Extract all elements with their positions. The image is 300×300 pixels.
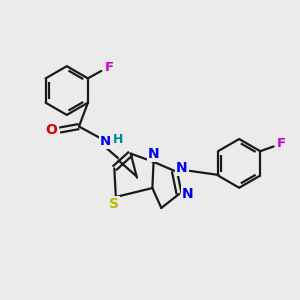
Text: N: N [182, 187, 193, 201]
Text: S: S [109, 196, 119, 211]
Text: N: N [100, 135, 111, 148]
Text: H: H [112, 133, 123, 146]
Text: F: F [277, 137, 286, 150]
Text: F: F [105, 61, 114, 74]
Text: O: O [46, 123, 58, 137]
Text: N: N [148, 148, 159, 161]
Text: N: N [176, 161, 188, 175]
